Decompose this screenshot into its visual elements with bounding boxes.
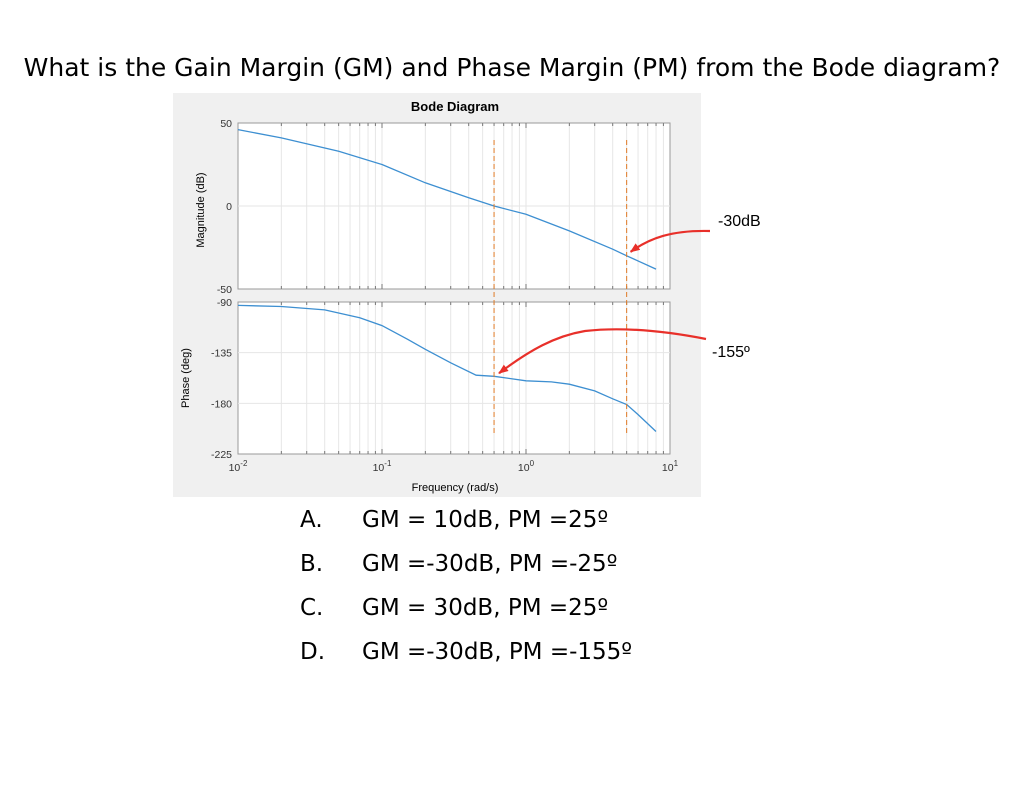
- y-tick-label: -90: [217, 297, 232, 309]
- x-tick-label: 10-2: [229, 459, 248, 474]
- option-text: GM = 30dB, PM =25º: [362, 595, 609, 621]
- phase-axes-box: [237, 301, 671, 455]
- option-text: GM =-30dB, PM =-25º: [362, 551, 618, 577]
- magnitude-arrow: [629, 229, 711, 253]
- option-letter: A.: [300, 507, 323, 533]
- y-tick-label: -135: [211, 348, 232, 360]
- magnitude-axis-label: Magnitude (dB): [195, 172, 207, 247]
- option-text: GM = 10dB, PM =25º: [362, 507, 609, 533]
- option-a[interactable]: A. GM = 10dB, PM =25º: [300, 505, 608, 535]
- x-tick-label: 10-1: [373, 459, 392, 474]
- chart-title: Bode Diagram: [411, 99, 499, 114]
- option-b[interactable]: B. GM =-30dB, PM =-25º: [300, 549, 618, 579]
- annotation-magnitude: -30dB: [718, 213, 761, 230]
- magnitude-curve: [237, 128, 657, 270]
- question-text: What is the Gain Margin (GM) and Phase M…: [23, 53, 1001, 82]
- option-d[interactable]: D. GM =-30dB, PM =-155º: [300, 637, 632, 667]
- y-tick-label: -180: [211, 398, 232, 410]
- y-tick-label: 50: [220, 118, 232, 130]
- annotation-phase: -155º: [712, 344, 750, 361]
- y-tick-label: -50: [217, 284, 232, 296]
- option-letter: D.: [300, 639, 326, 665]
- x-tick-label: 101: [662, 459, 679, 474]
- phase-arrow: [498, 328, 707, 375]
- phase-plot: -90 -135 -180 -225 Phase (deg): [180, 297, 671, 461]
- option-letter: C.: [300, 595, 324, 621]
- option-c[interactable]: C. GM = 30dB, PM =25º: [300, 593, 608, 623]
- phase-curve: [237, 304, 657, 432]
- x-axis-label: Frequency (rad/s): [412, 482, 499, 494]
- option-letter: B.: [300, 551, 324, 577]
- phase-axis-label: Phase (deg): [180, 348, 192, 408]
- y-tick-label: 0: [226, 201, 232, 213]
- x-tick-label: 100: [518, 459, 535, 474]
- magnitude-plot: 50 0 -50 Magnitude (dB): [195, 118, 671, 296]
- y-tick-label: -225: [211, 449, 232, 461]
- option-text: GM =-30dB, PM =-155º: [362, 639, 633, 665]
